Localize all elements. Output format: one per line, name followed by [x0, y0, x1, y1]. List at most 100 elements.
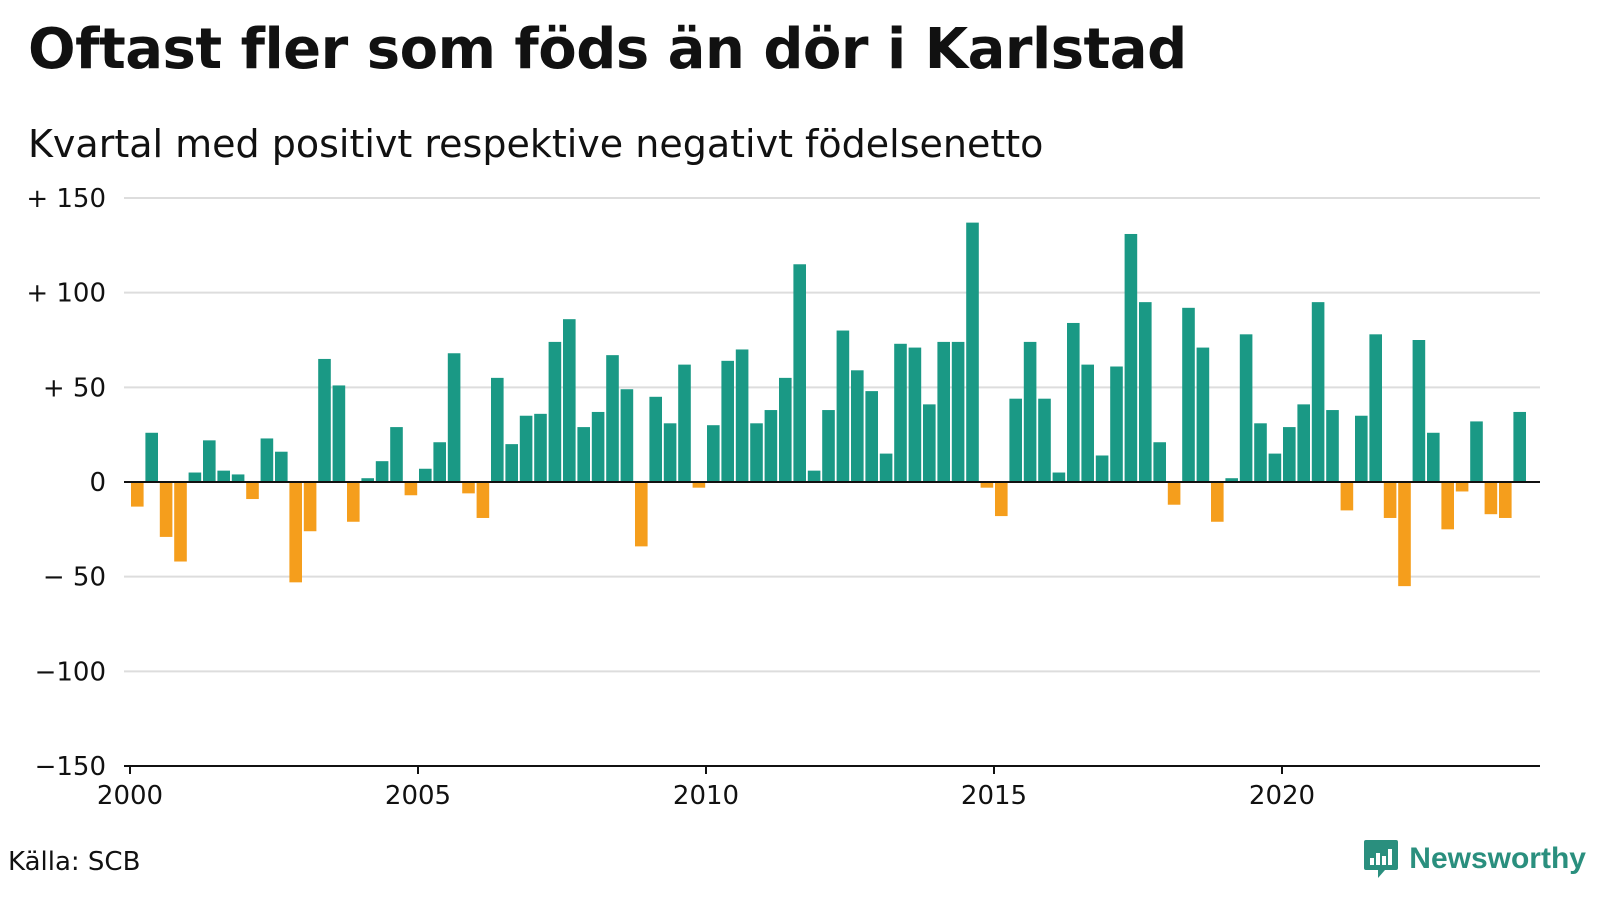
- bar-positive: [1513, 411, 1526, 482]
- bar-positive: [231, 474, 245, 482]
- bar-positive: [649, 396, 662, 482]
- bar-positive: [663, 423, 677, 482]
- bar-positive: [318, 358, 331, 482]
- bar-positive: [260, 438, 274, 482]
- bar-positive: [1311, 302, 1325, 482]
- bar-positive: [1355, 415, 1368, 482]
- bar-positive: [879, 453, 893, 482]
- bar-positive: [519, 415, 533, 482]
- y-tick-label: −100: [35, 657, 106, 687]
- bar-positive: [145, 432, 158, 482]
- bar-negative: [131, 482, 144, 507]
- bar-positive: [865, 391, 878, 482]
- bar-negative: [1398, 482, 1411, 587]
- bar-positive: [1023, 341, 1037, 482]
- bar-positive: [735, 349, 749, 482]
- bar-negative: [635, 482, 648, 547]
- chart-subtitle: Kvartal med positivt respektive negativt…: [28, 122, 1044, 166]
- bar-positive: [822, 410, 835, 482]
- y-tick-label: + 100: [26, 279, 106, 309]
- bar-positive: [1254, 423, 1267, 482]
- bar-positive: [1081, 364, 1094, 482]
- bar-positive: [419, 468, 432, 482]
- bar-negative: [462, 482, 475, 494]
- bar-negative: [159, 482, 173, 537]
- bar-negative: [1484, 482, 1498, 515]
- bar-positive: [1369, 334, 1382, 482]
- bar-positive: [793, 264, 806, 482]
- bar-positive: [764, 410, 778, 482]
- bar-positive: [433, 442, 446, 482]
- bar-negative: [174, 482, 187, 562]
- bar-negative: [1455, 482, 1469, 492]
- bar-negative: [995, 482, 1008, 517]
- y-tick-label: + 150: [26, 184, 106, 214]
- bar-positive: [1239, 334, 1253, 482]
- bar-positive: [923, 404, 936, 482]
- bar-positive: [1124, 233, 1138, 482]
- bar-positive: [937, 341, 950, 482]
- bar-positive: [807, 470, 821, 482]
- x-tick-label: 2005: [385, 781, 451, 811]
- x-tick-label: 2020: [1249, 781, 1315, 811]
- bar-positive: [606, 355, 619, 482]
- source-note: Källa: SCB: [8, 847, 141, 877]
- bar-negative: [404, 482, 418, 496]
- bar-negative: [1167, 482, 1181, 505]
- bar-positive: [851, 370, 864, 482]
- bar-positive: [1139, 302, 1152, 482]
- bar-positive: [447, 353, 461, 482]
- bar-negative: [1383, 482, 1397, 518]
- bar-positive: [390, 427, 403, 482]
- bar-negative: [1340, 482, 1354, 511]
- bar-positive: [908, 347, 922, 482]
- bar-positive: [836, 330, 850, 482]
- bar-positive: [1110, 366, 1123, 482]
- bar-positive: [217, 470, 230, 482]
- x-tick-label: 2000: [97, 781, 163, 811]
- bar-positive: [548, 341, 562, 482]
- bar-negative: [692, 482, 706, 488]
- bar-positive: [1182, 307, 1195, 482]
- bar-positive: [707, 425, 720, 482]
- bar-positive: [577, 427, 590, 482]
- bar-positive: [1470, 421, 1483, 482]
- bar-positive: [1326, 410, 1339, 482]
- bar-positive: [1067, 322, 1080, 482]
- bar-positive: [1009, 398, 1022, 482]
- bar-positive: [1268, 453, 1282, 482]
- chart-title: Oftast fler som föds än dör i Karlstad: [28, 17, 1187, 82]
- bar-positive: [894, 343, 907, 482]
- bar-positive: [1225, 478, 1238, 482]
- bar-negative: [980, 482, 994, 488]
- bar-positive: [188, 472, 202, 482]
- bar-negative: [303, 482, 317, 532]
- bar-positive: [1095, 455, 1109, 482]
- bar-negative: [1499, 482, 1512, 518]
- bar-positive: [275, 451, 288, 482]
- bar-positive: [750, 423, 763, 482]
- bar-positive: [203, 440, 216, 482]
- y-tick-label: −150: [35, 752, 106, 782]
- bar-positive: [1412, 340, 1426, 482]
- bar-positive: [1297, 404, 1310, 482]
- brand-name: Newsworthy: [1409, 842, 1586, 875]
- bar-positive: [505, 444, 518, 482]
- bars: [131, 222, 1526, 587]
- bar-positive: [779, 377, 792, 482]
- bar-positive: [375, 461, 389, 482]
- bar-positive: [678, 364, 691, 482]
- bar-negative: [246, 482, 259, 500]
- bar-positive: [1427, 432, 1440, 482]
- bar-positive: [620, 389, 634, 482]
- x-tick-label: 2010: [673, 781, 739, 811]
- bar-positive: [1283, 427, 1296, 482]
- y-tick-label: − 50: [43, 563, 106, 593]
- brand-logo: Newsworthy: [1363, 838, 1586, 880]
- bar-positive: [563, 319, 576, 482]
- bar-positive: [534, 413, 547, 482]
- bar-positive: [1196, 347, 1210, 482]
- bar-positive: [1153, 442, 1166, 482]
- bar-positive: [332, 385, 346, 482]
